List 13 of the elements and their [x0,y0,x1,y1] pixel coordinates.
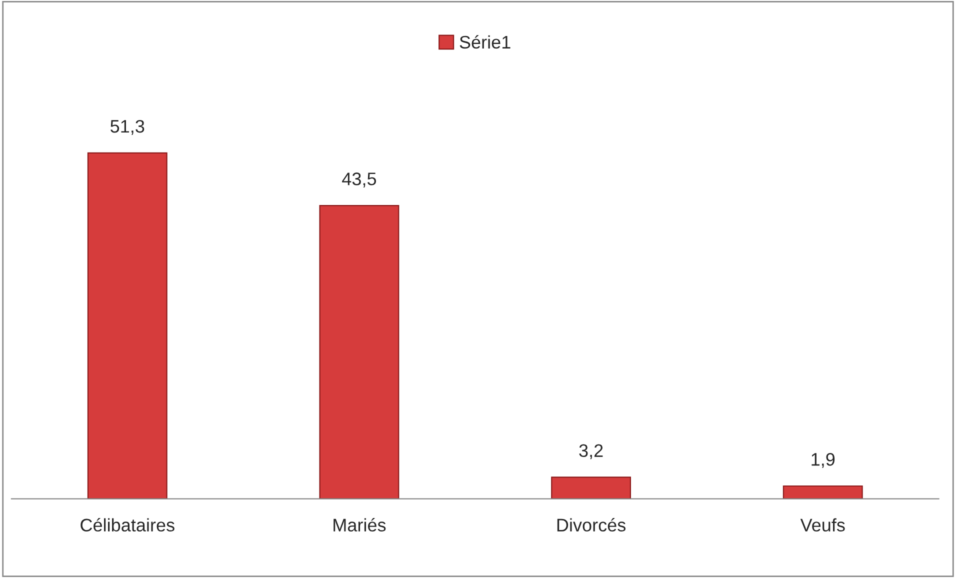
bar [782,485,863,499]
x-tick-label: Veufs [800,518,845,532]
bar [87,152,168,499]
bar [319,204,400,499]
bar [551,476,632,499]
data-label: 3,2 [579,444,603,460]
data-label: 51,3 [110,120,144,135]
x-tick-label: Divorcés [557,518,626,532]
x-tick-label: Célibataires [80,518,174,532]
data-label: 1,9 [812,452,835,468]
legend-label: Série1 [460,35,510,49]
x-tick-label: Mariés [334,518,386,532]
data-label: 43,5 [342,172,376,188]
